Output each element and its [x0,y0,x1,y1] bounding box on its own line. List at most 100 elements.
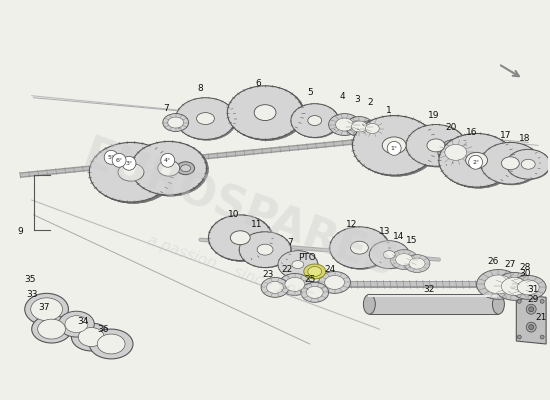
Ellipse shape [441,134,516,188]
Ellipse shape [407,125,466,167]
Text: 20: 20 [445,123,456,132]
Ellipse shape [406,124,466,166]
Circle shape [122,156,136,170]
Ellipse shape [354,116,437,176]
Ellipse shape [518,280,539,295]
Ellipse shape [279,251,318,279]
Ellipse shape [354,116,437,176]
Text: 15: 15 [406,236,418,245]
Ellipse shape [481,143,541,184]
Ellipse shape [301,282,329,302]
Ellipse shape [441,135,516,188]
Text: 11: 11 [251,220,263,229]
Ellipse shape [292,260,304,268]
Ellipse shape [133,143,208,196]
Ellipse shape [440,134,515,188]
Ellipse shape [510,276,546,299]
Ellipse shape [351,121,367,132]
Text: 33: 33 [26,290,37,299]
Text: 28: 28 [520,263,531,272]
Ellipse shape [485,275,513,294]
Text: 34: 34 [78,317,89,326]
Text: 25: 25 [304,275,316,284]
Ellipse shape [507,149,550,179]
Ellipse shape [32,315,72,343]
Ellipse shape [507,150,550,180]
Text: 10: 10 [228,210,239,219]
Ellipse shape [353,116,436,176]
Ellipse shape [477,270,520,299]
Ellipse shape [72,323,111,351]
Circle shape [529,307,534,312]
Ellipse shape [492,294,504,314]
Ellipse shape [494,272,534,300]
Ellipse shape [177,99,236,140]
Ellipse shape [168,117,184,128]
Circle shape [112,153,126,167]
Ellipse shape [364,294,375,314]
Ellipse shape [37,319,65,339]
Circle shape [387,142,401,155]
Ellipse shape [353,116,436,175]
Text: 7: 7 [163,104,169,113]
Ellipse shape [133,142,208,196]
Ellipse shape [58,311,94,337]
Text: 29: 29 [527,295,539,304]
Ellipse shape [330,227,390,269]
Ellipse shape [507,150,550,179]
Ellipse shape [329,227,389,268]
Ellipse shape [279,274,311,295]
Ellipse shape [175,98,235,140]
Ellipse shape [360,120,384,137]
Text: 32: 32 [424,285,434,294]
Ellipse shape [132,142,207,196]
Ellipse shape [390,250,418,270]
Ellipse shape [292,104,339,138]
Circle shape [526,304,536,314]
Ellipse shape [350,241,369,254]
Ellipse shape [31,298,63,321]
Circle shape [529,325,534,330]
Text: 3°: 3° [125,161,133,166]
Ellipse shape [382,137,406,154]
Ellipse shape [210,216,273,261]
Ellipse shape [229,87,305,141]
Ellipse shape [439,134,515,187]
Text: 5: 5 [307,88,312,97]
Text: 4: 4 [340,92,345,101]
Text: 1°: 1° [390,146,398,151]
Ellipse shape [163,114,189,132]
Ellipse shape [304,264,326,279]
Ellipse shape [65,316,88,332]
Ellipse shape [118,163,144,181]
Ellipse shape [482,143,541,185]
Text: 22: 22 [281,265,293,274]
Circle shape [161,153,175,167]
Ellipse shape [324,276,344,289]
Ellipse shape [291,104,339,138]
Ellipse shape [227,86,303,140]
Ellipse shape [308,116,322,126]
Ellipse shape [521,159,535,169]
Ellipse shape [210,216,273,262]
Ellipse shape [89,329,133,359]
Text: 7: 7 [287,238,293,247]
Text: a passion... since 1985: a passion... since 1985 [145,232,315,306]
Text: 8: 8 [197,84,204,93]
Text: 6°: 6° [116,158,123,163]
Ellipse shape [177,98,236,140]
Ellipse shape [481,142,540,184]
Ellipse shape [91,144,175,203]
Circle shape [540,299,544,303]
Ellipse shape [92,144,175,204]
Text: 23: 23 [262,270,274,279]
Ellipse shape [370,241,409,269]
Text: 31: 31 [527,285,539,294]
Ellipse shape [331,228,390,269]
Ellipse shape [25,293,68,325]
Text: 30: 30 [520,269,531,278]
Ellipse shape [208,215,272,260]
Ellipse shape [261,278,289,297]
Ellipse shape [177,162,195,175]
Ellipse shape [445,144,466,160]
